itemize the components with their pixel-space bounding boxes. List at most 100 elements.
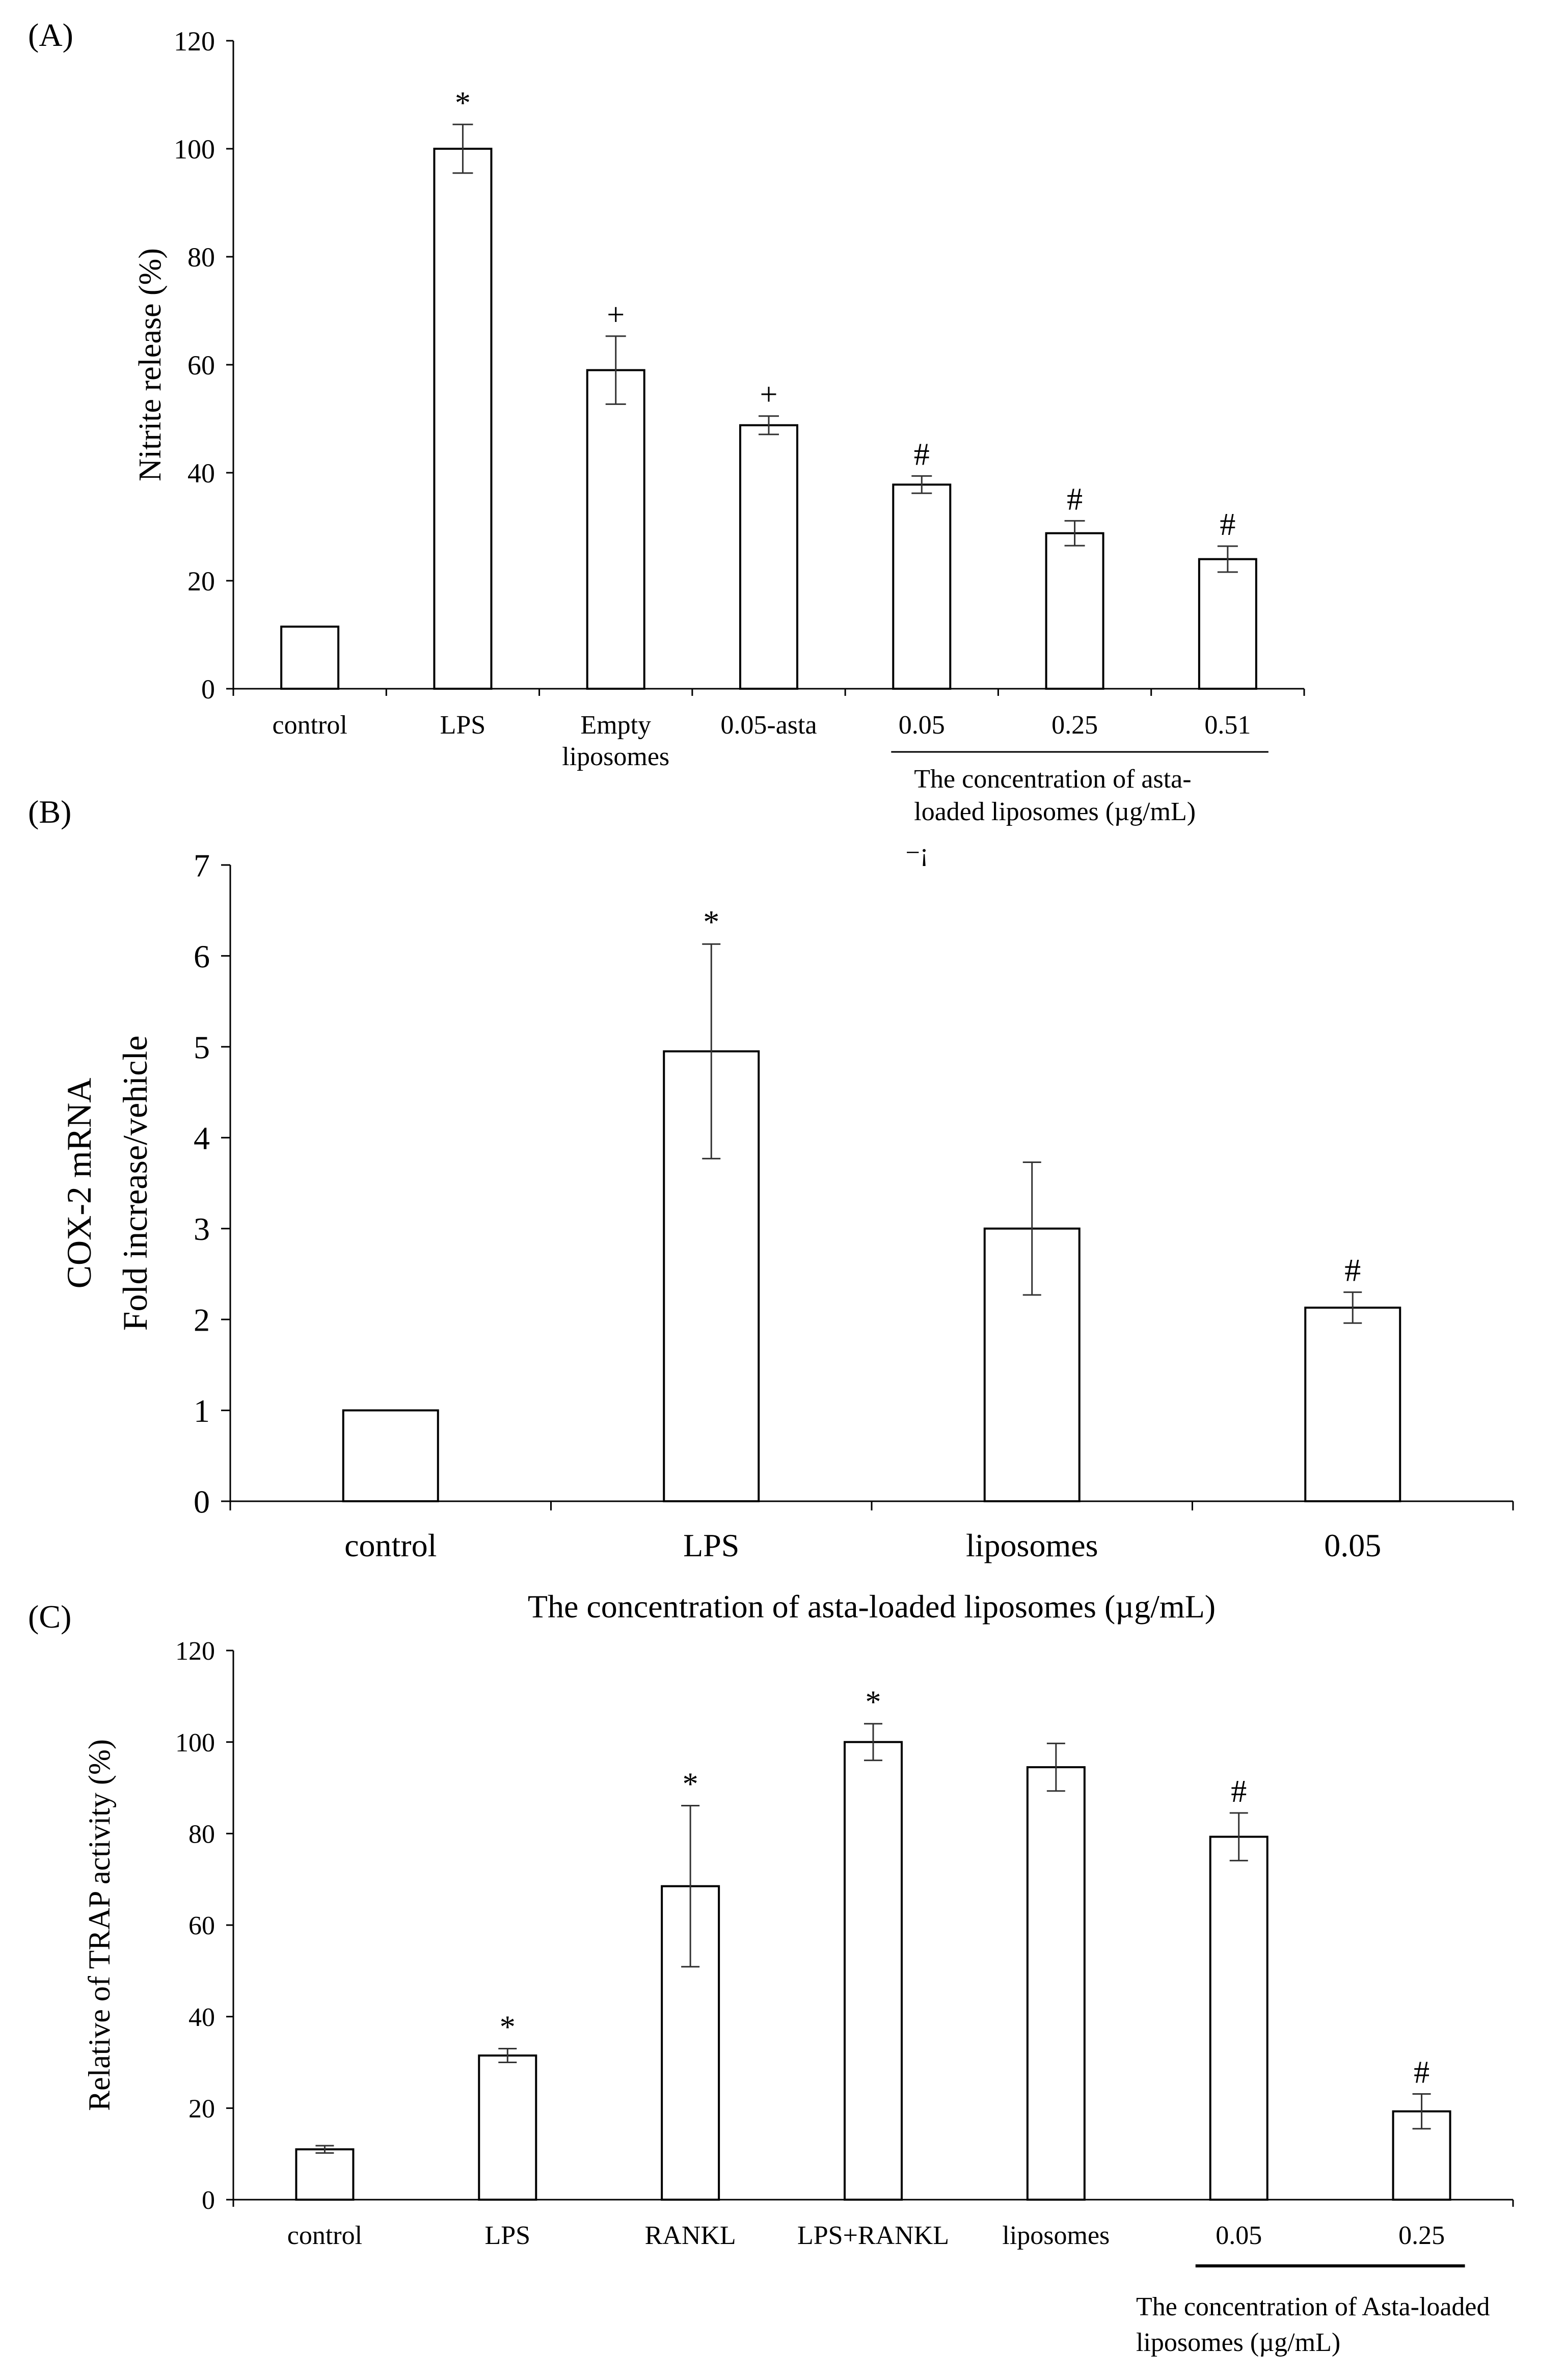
x-category-label: control: [272, 711, 347, 740]
x-category-label: control: [287, 2221, 362, 2250]
x-category-label: 0.51: [1204, 711, 1251, 740]
group-bracket-label-line: loaded liposomes (µg/mL): [914, 797, 1196, 826]
y-tick-label: 0: [201, 674, 215, 705]
y-axis-label: Nitrite release (%): [133, 248, 168, 481]
y-tick-label: 80: [187, 242, 215, 273]
bar: [1045, 532, 1104, 690]
group-bracket-label: The concentration of Asta-loaded liposome…: [1136, 2292, 1490, 2357]
bar: [1198, 558, 1257, 690]
y-tick-label: 3: [194, 1211, 210, 1247]
bar: [1304, 1306, 1401, 1502]
x-category-label-line: control: [287, 2221, 362, 2250]
x-category-label-line: 0.25: [1398, 2221, 1445, 2250]
x-category-label: RANKL: [645, 2221, 736, 2250]
x-category-label-line: LPS: [440, 711, 486, 740]
significance-mark: #: [914, 437, 930, 472]
y-tick-label: 1: [194, 1393, 210, 1429]
bar: [433, 148, 493, 690]
x-category-label-line: liposomes: [1002, 2221, 1110, 2250]
x-category-label-line: 0.25: [1051, 711, 1098, 740]
x-category-label-line: control: [344, 1527, 437, 1563]
x-category-label-line: Empty: [580, 711, 651, 740]
panel-b-cox2-chart: (B) 0 1 2 3 4 5 6 7 COX-2 mRNA Fold increase/vehic…: [28, 794, 1514, 1625]
y-tick-label: 60: [187, 350, 215, 381]
x-category-label-line: 0.51: [1204, 711, 1251, 740]
y-tick-label: 6: [194, 938, 210, 975]
y-tick-label: 40: [187, 458, 215, 489]
group-bracket-label: The concentration of asta-loaded liposom…: [914, 765, 1196, 826]
x-category-label: 0.05-asta: [720, 711, 817, 740]
panel-c-trap-chart: (C) 0 20 40 60 80 100 120 Relative of TRAP activ…: [28, 1599, 1514, 2357]
x-category-label-line: RANKL: [645, 2221, 736, 2250]
panel-a-nitrite-chart: (A) 0 20 40 60 80 100 120 Nitrite release (%) con…: [28, 17, 1305, 867]
x-category-label: LPS+RANKL: [797, 2221, 949, 2250]
y-axis-label: Relative of TRAP activity (%): [83, 1739, 116, 2111]
x-category-label-line: 0.05: [1216, 2221, 1262, 2250]
x-category-label: Empty liposomes: [562, 711, 669, 771]
y-axis-label: COX-2 mRNA Fold increase/vehicle: [60, 1036, 154, 1331]
group-bracket-label-line: The concentration of asta-: [914, 765, 1191, 794]
stray-mark: −¡: [906, 838, 929, 867]
x-axis-label: The concentration of asta-loaded liposom…: [528, 1588, 1216, 1625]
y-axis-label-line: COX-2 mRNA: [60, 1078, 98, 1289]
bar: [342, 1409, 439, 1503]
significance-mark: *: [866, 1685, 881, 1720]
x-category-label-line: liposomes: [966, 1527, 1098, 1563]
x-category-label-line: control: [272, 711, 347, 740]
x-category-label: 0.25: [1051, 711, 1098, 740]
bar: [1026, 1766, 1086, 2201]
x-category-label-line: LPS+RANKL: [797, 2221, 949, 2250]
x-category-label-line: LPS: [484, 2221, 530, 2250]
y-tick-label: 0: [194, 1483, 210, 1520]
bar: [739, 424, 798, 690]
x-category-label-line: 0.05: [1324, 1527, 1381, 1563]
bar: [295, 2148, 355, 2201]
y-tick-label: 20: [188, 2095, 215, 2124]
x-category-label-line: 0.05: [899, 711, 945, 740]
x-category-label: liposomes: [1002, 2221, 1110, 2250]
significance-mark: *: [455, 86, 471, 120]
panel-label: (A): [28, 17, 73, 53]
y-axis-label-line: Fold increase/vehicle: [116, 1036, 154, 1331]
y-tick-label: 40: [188, 2003, 215, 2032]
bar: [892, 483, 952, 690]
significance-mark: +: [607, 298, 625, 332]
significance-mark: #: [1414, 2055, 1429, 2090]
bar: [586, 369, 645, 690]
y-tick-label: 80: [188, 1820, 215, 1849]
y-tick-label: 100: [174, 134, 215, 165]
significance-mark: *: [683, 1767, 698, 1802]
group-bracket-label-line: liposomes (µg/mL): [1136, 2328, 1340, 2357]
bar: [478, 2054, 537, 2201]
bar: [844, 1741, 903, 2201]
y-tick-label: 120: [175, 1637, 215, 1666]
bar: [280, 626, 340, 690]
bar: [1209, 1835, 1269, 2201]
y-tick-label: 4: [194, 1120, 210, 1156]
significance-mark: #: [1067, 482, 1083, 517]
group-bracket-label-line: The concentration of Asta-loaded: [1136, 2292, 1490, 2321]
panel-label: (B): [28, 794, 71, 830]
x-category-label: LPS: [484, 2221, 530, 2250]
x-category-label: LPS: [683, 1527, 739, 1563]
y-tick-label: 60: [188, 1911, 215, 1940]
x-category-label: 0.05: [899, 711, 945, 740]
y-tick-label: 0: [202, 2186, 215, 2215]
y-tick-label: 2: [194, 1302, 210, 1338]
x-category-label-line: 0.05-asta: [720, 711, 817, 740]
x-category-label: 0.25: [1398, 2221, 1445, 2250]
significance-mark: #: [1231, 1774, 1247, 1809]
y-tick-label: 120: [174, 26, 215, 57]
y-tick-label: 100: [175, 1728, 215, 1757]
significance-mark: *: [500, 2010, 516, 2045]
significance-mark: *: [703, 904, 719, 940]
significance-mark: #: [1220, 507, 1235, 542]
x-category-label: control: [344, 1527, 437, 1563]
panel-label: (C): [28, 1599, 71, 1635]
x-category-label: liposomes: [966, 1527, 1098, 1563]
x-category-label-line: LPS: [683, 1527, 739, 1563]
y-tick-label: 20: [187, 566, 215, 597]
y-tick-label: 7: [194, 847, 210, 883]
significance-mark: #: [1344, 1252, 1361, 1288]
